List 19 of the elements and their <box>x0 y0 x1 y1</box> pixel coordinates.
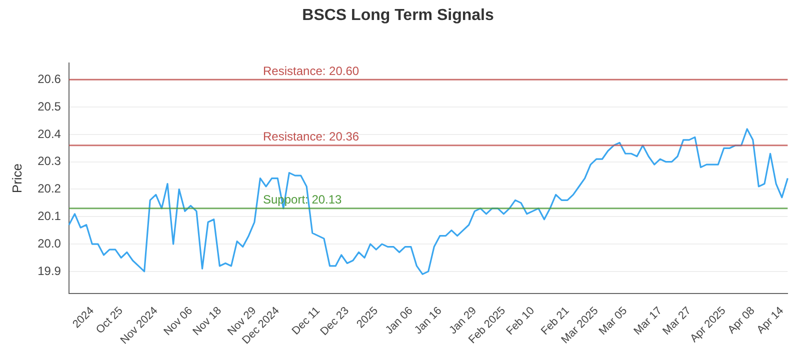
y-axis-title: Price <box>9 163 24 194</box>
x-tick-label: Nov 18 <box>190 304 224 338</box>
x-tick-label: Feb 10 <box>504 304 537 338</box>
y-tick-label: 20.2 <box>38 182 62 196</box>
y-tick-label: 20.4 <box>38 126 62 141</box>
y-tick-label: 20.1 <box>38 208 62 223</box>
ref-line-label: Resistance: 20.36 <box>263 130 360 144</box>
y-tick-label: 20.6 <box>38 72 62 86</box>
y-tick-label: 20.3 <box>38 154 62 168</box>
ref-line-label: Resistance: 20.60 <box>263 64 360 78</box>
x-tick-label: Oct 25 <box>94 304 126 336</box>
x-tick-label: Mar 05 <box>596 304 630 338</box>
x-tick-label: Dec 23 <box>318 304 352 338</box>
y-tick-label: 19.9 <box>38 264 62 278</box>
y-tick-label: 20.0 <box>38 236 62 250</box>
x-tick-label: Apr 14 <box>754 304 786 336</box>
x-tick-label: Apr 08 <box>726 304 758 336</box>
y-tick-label: 20.5 <box>38 99 62 114</box>
chart-title: BSCS Long Term Signals <box>302 7 494 24</box>
